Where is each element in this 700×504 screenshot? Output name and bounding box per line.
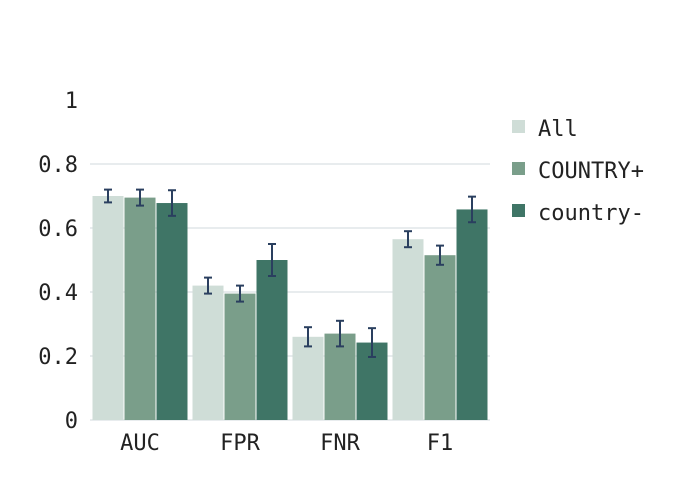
bars: [92, 196, 488, 420]
y-axis-ticks: 0 0.2 0.4 0.6 0.8 1: [38, 89, 78, 434]
error-bar-fnr-1: [336, 319, 344, 348]
error-bar-auc-1: [136, 188, 144, 207]
error-bar-f1-2: [468, 195, 476, 224]
y-tick-label: 0.4: [38, 281, 78, 306]
error-bar-f1-0: [404, 230, 412, 249]
error-bar-f1-1: [436, 244, 444, 266]
error-bar-auc-0: [104, 188, 112, 204]
legend-swatch: [512, 204, 525, 217]
bar-auc-1: [124, 197, 156, 420]
y-tick-label: 0: [65, 409, 78, 434]
error-bar-fpr-2: [268, 243, 276, 277]
legend-item[interactable]: COUNTRY+: [512, 159, 644, 184]
x-category-label: F1: [427, 431, 454, 456]
y-tick-label: 0.6: [38, 217, 78, 242]
y-tick-label: 0.8: [38, 153, 78, 178]
y-tick-label: 0.2: [38, 345, 78, 370]
bar-auc-0: [92, 196, 124, 420]
legend-label: country-: [538, 201, 644, 226]
error-bars: [104, 188, 476, 358]
bar-f1-1: [424, 255, 456, 420]
bar-f1-2: [456, 209, 488, 420]
legend-item[interactable]: country-: [512, 201, 644, 226]
legend-item[interactable]: All: [512, 117, 578, 142]
bar-auc-2: [156, 203, 188, 420]
x-category-label: FPR: [220, 431, 260, 456]
error-bar-fnr-0: [304, 326, 312, 348]
bar-fpr-2: [256, 260, 288, 420]
bar-fpr-1: [224, 293, 256, 420]
bar-fnr-1: [324, 333, 356, 420]
bar-fnr-0: [292, 336, 324, 420]
x-category-label: AUC: [120, 431, 160, 456]
x-category-label: FNR: [320, 431, 360, 456]
x-axis-categories: AUC FPR FNR F1: [120, 431, 453, 456]
legend-label: COUNTRY+: [538, 159, 644, 184]
y-tick-label: 1: [65, 89, 78, 114]
legend-label: All: [538, 117, 578, 142]
bar-fpr-0: [192, 285, 224, 420]
bar-f1-0: [392, 239, 424, 420]
legend-swatch: [512, 120, 525, 133]
error-bar-fnr-2: [368, 327, 376, 358]
legend: All COUNTRY+ country-: [512, 117, 644, 226]
error-bar-auc-2: [168, 189, 176, 217]
error-bar-fpr-0: [204, 276, 212, 295]
legend-swatch: [512, 162, 525, 175]
error-bar-fpr-1: [236, 284, 244, 303]
